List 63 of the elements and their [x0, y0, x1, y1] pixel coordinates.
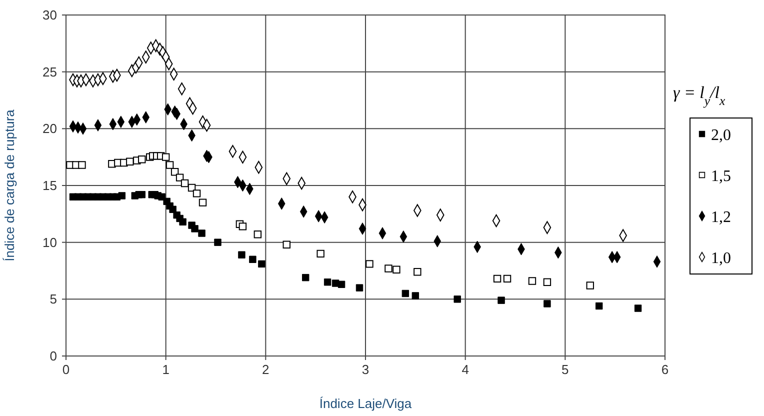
point — [392, 266, 400, 274]
x-tick-label: 5 — [562, 362, 569, 377]
point — [324, 278, 332, 286]
point — [180, 179, 189, 188]
point — [254, 230, 262, 238]
point — [544, 300, 551, 308]
point — [198, 198, 207, 206]
point — [179, 218, 186, 226]
point — [454, 296, 461, 303]
point — [634, 304, 642, 312]
point — [249, 256, 256, 263]
x-tick-label: 4 — [462, 362, 469, 377]
point — [176, 174, 184, 182]
point — [493, 274, 502, 283]
point — [166, 161, 174, 169]
legend-label: 1,2 — [711, 209, 731, 226]
y-tick-label: 30 — [42, 8, 57, 22]
point — [192, 190, 201, 198]
point — [198, 230, 206, 237]
legend-label: 1,5 — [711, 168, 731, 185]
point — [402, 290, 410, 298]
point — [586, 282, 594, 290]
point — [414, 268, 422, 276]
point — [214, 238, 222, 246]
legend-label: 1,0 — [711, 250, 731, 267]
legend-label: 2,0 — [711, 127, 731, 144]
point — [126, 158, 134, 166]
y-tick-label: 20 — [42, 121, 57, 136]
point — [118, 192, 126, 200]
point — [282, 240, 290, 248]
y-tick-label: 10 — [42, 234, 57, 250]
y-tick-label: 5 — [50, 292, 57, 307]
x-tick-label: 3 — [362, 362, 370, 377]
point — [596, 302, 603, 310]
point — [238, 222, 247, 230]
point — [316, 250, 324, 258]
y-axis-title: Índice de carga de ruptura — [2, 108, 17, 262]
y-tick-label: 25 — [42, 64, 57, 80]
point — [191, 225, 198, 232]
point — [356, 284, 364, 292]
x-tick-label: 0 — [62, 362, 70, 377]
y-tick-label: 0 — [50, 348, 57, 364]
x-tick-label: 6 — [661, 362, 669, 377]
point — [384, 264, 392, 272]
point — [302, 274, 310, 282]
point — [412, 292, 420, 300]
point — [162, 153, 170, 161]
point — [138, 156, 146, 164]
x-tick-label: 2 — [262, 362, 270, 377]
point — [78, 161, 86, 169]
point — [338, 280, 346, 288]
point — [528, 277, 536, 285]
point — [366, 260, 374, 268]
x-tick-label: 1 — [162, 362, 170, 377]
point — [498, 296, 505, 304]
point — [258, 260, 266, 268]
point — [503, 274, 512, 283]
x-axis-title: Índice Laje/Viga — [319, 396, 412, 411]
legend-title: γ = l$_{y}$/l$_{x}$ — [673, 83, 726, 108]
y-tick-label: 15 — [42, 178, 57, 193]
point — [138, 190, 146, 198]
point — [238, 251, 246, 258]
point — [543, 278, 552, 286]
